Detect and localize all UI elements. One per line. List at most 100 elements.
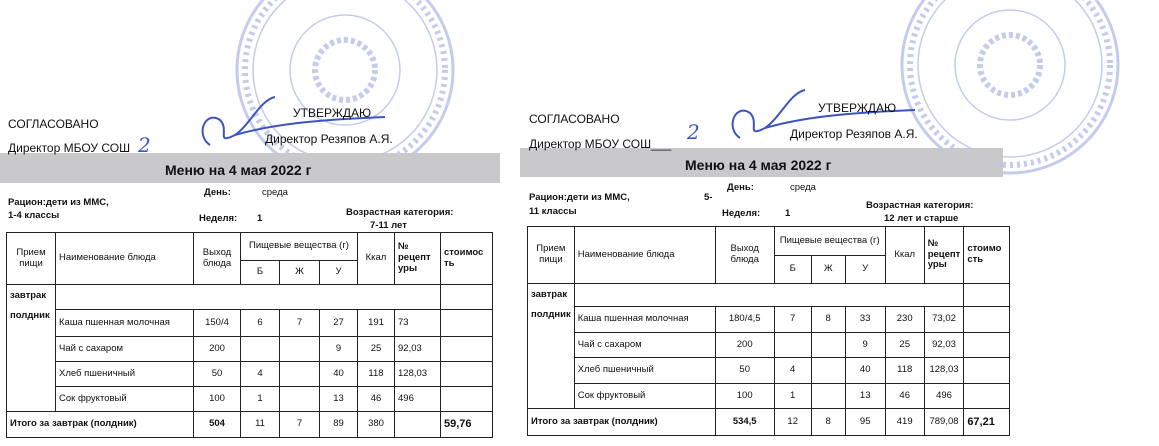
meal-type-cell: завтрак полдник bbox=[6, 284, 56, 412]
week-value: 1 bbox=[785, 208, 791, 219]
total-kcal: 380 bbox=[357, 411, 395, 438]
total-row: Итого за завтрак (полдник) 534,5 12 8 95 419 7… bbox=[527, 408, 1011, 436]
kcal: 25 bbox=[357, 336, 395, 362]
table-row: Чай с сахаром 200 9 25 92,03 bbox=[528, 332, 1011, 358]
header-dish: Наименование блюда bbox=[573, 226, 716, 284]
kcal: 118 bbox=[884, 357, 925, 384]
header-cost: стоимо сть bbox=[963, 226, 1011, 284]
signature-icon bbox=[201, 96, 386, 146]
total-carbs: 89 bbox=[319, 411, 358, 438]
age-category-value: 7-11 лет bbox=[370, 220, 407, 231]
meal-type-cell: завтрак полдник bbox=[527, 283, 575, 409]
menu-table: Прием пищи Наименование блюда Выход блюда П… bbox=[527, 226, 1011, 436]
protein: 1 bbox=[240, 386, 280, 412]
table-row: Хлеб пшеничный 50 4 40 118 128,03 bbox=[7, 361, 493, 387]
recipe-number: 73 bbox=[394, 309, 441, 337]
recipe-number: 496 bbox=[394, 386, 441, 412]
table-row: Каша пшенная молочная 180/4,5 7 8 33 230 73,02 bbox=[528, 306, 1011, 333]
recipe-number: 128,03 bbox=[394, 361, 441, 387]
meal-blank-row: завтрак полдник bbox=[6, 284, 493, 412]
meal-breakfast: завтрак bbox=[10, 290, 47, 301]
meal-snack: полдник bbox=[531, 308, 571, 320]
blank-cost-cell bbox=[963, 283, 1011, 307]
cost bbox=[440, 336, 493, 362]
dish-output: 200 bbox=[714, 332, 775, 358]
age-category-label: Возрастная категория: bbox=[866, 200, 974, 211]
recipe-number: 496 bbox=[923, 383, 965, 409]
recipe-number: 92,03 bbox=[394, 336, 441, 362]
recipe-number: 73,02 bbox=[923, 306, 965, 333]
recipe-number: 128,03 bbox=[923, 357, 965, 384]
fat bbox=[279, 386, 320, 412]
dish-name: Сок фруктовый bbox=[573, 383, 716, 409]
approve-label: УТВЕРЖДАЮ bbox=[293, 106, 372, 120]
dish-output: 180/4,5 bbox=[714, 306, 775, 333]
total-fat: 8 bbox=[810, 408, 846, 436]
header-recipe: № рецепт уры bbox=[923, 226, 965, 284]
header-kcal: Ккал bbox=[884, 226, 925, 284]
carbs: 13 bbox=[844, 383, 886, 409]
cost bbox=[440, 361, 493, 387]
header-meal: Прием пищи bbox=[527, 226, 575, 284]
meal-breakfast: завтрак bbox=[531, 289, 568, 300]
carbs: 9 bbox=[319, 336, 358, 362]
protein bbox=[240, 336, 280, 362]
total-recipe bbox=[394, 411, 441, 438]
director-name: Директор Резяпов А.Я. bbox=[790, 127, 918, 141]
total-output: 504 bbox=[193, 411, 241, 438]
cost bbox=[963, 357, 1011, 384]
dish-output: 100 bbox=[193, 386, 241, 412]
carbs: 40 bbox=[319, 361, 358, 387]
director-name: Директор Резяпов А.Я. bbox=[265, 132, 393, 146]
kcal: 46 bbox=[884, 383, 925, 409]
protein bbox=[773, 332, 812, 358]
agreed-label: СОГЛАСОВАНО bbox=[529, 112, 620, 126]
blank-cell bbox=[573, 283, 965, 307]
title-band bbox=[0, 153, 500, 183]
table-row: Хлеб пшеничный 50 4 40 118 128,03 bbox=[528, 357, 1011, 384]
cost bbox=[963, 306, 1011, 333]
day-value: среда bbox=[262, 187, 288, 198]
header-zh: Ж bbox=[279, 260, 320, 285]
kcal: 46 bbox=[357, 386, 395, 412]
kcal: 118 bbox=[357, 361, 395, 387]
carbs: 33 bbox=[844, 306, 886, 333]
total-carbs: 95 bbox=[844, 408, 886, 436]
header-meal: Прием пищи bbox=[6, 232, 56, 285]
kcal: 191 bbox=[357, 309, 395, 337]
age-category-label: Возрастная категория: bbox=[346, 207, 454, 218]
dish-name: Чай с сахаром bbox=[55, 336, 194, 362]
fat bbox=[810, 332, 846, 358]
header-u: У bbox=[319, 260, 358, 285]
kcal: 25 bbox=[884, 332, 925, 358]
cost bbox=[963, 332, 1011, 358]
header-output: Выход блюда bbox=[714, 226, 775, 284]
day-label: День: bbox=[727, 182, 754, 193]
protein: 1 bbox=[773, 383, 812, 409]
week-label: Неделя: bbox=[199, 213, 238, 224]
fat: 8 bbox=[810, 306, 846, 333]
dish-output: 200 bbox=[193, 336, 241, 362]
total-recipe: 789,08 bbox=[923, 408, 965, 436]
meal-snack: полдник bbox=[10, 309, 50, 321]
carbs: 13 bbox=[319, 386, 358, 412]
fat: 7 bbox=[279, 309, 320, 337]
ration-classes: 11 классы bbox=[529, 206, 577, 217]
total-protein: 11 bbox=[240, 411, 280, 438]
title-band bbox=[520, 148, 1003, 177]
total-kcal: 419 bbox=[884, 408, 925, 436]
table-row: Сок фруктовый 100 1 13 46 496 bbox=[7, 386, 493, 412]
dish-name: Сок фруктовый bbox=[55, 386, 194, 412]
protein: 6 bbox=[240, 309, 280, 337]
ration-label: Рацион:дети из ММС, bbox=[8, 197, 109, 208]
week-value: 1 bbox=[257, 213, 263, 224]
carbs: 9 bbox=[844, 332, 886, 358]
day-label: День: bbox=[204, 187, 231, 198]
header-row: Прием пищи Наименование блюда Выход блюда П… bbox=[6, 232, 493, 285]
dish-name: Хлеб пшеничный bbox=[573, 357, 716, 384]
week-label: Неделя: bbox=[722, 208, 761, 219]
total-output: 534,5 bbox=[714, 408, 775, 436]
dish-name: Хлеб пшеничный bbox=[55, 361, 194, 387]
carbs: 27 bbox=[319, 309, 358, 337]
